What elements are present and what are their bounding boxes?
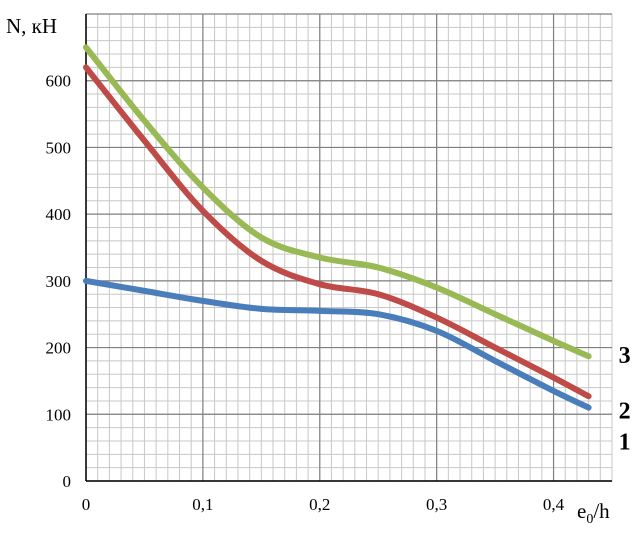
series-lines <box>83 44 592 411</box>
y-tick-label: 500 <box>46 138 72 157</box>
y-tick-label: 200 <box>46 339 72 358</box>
x-axis-label-main: e <box>577 499 586 523</box>
y-tick-label: 0 <box>63 472 72 491</box>
series-line-3 <box>83 44 592 360</box>
x-tick-label: 0,2 <box>309 495 330 514</box>
axes <box>85 14 612 482</box>
series-line-1 <box>83 277 592 411</box>
y-axis-label: N, кН <box>6 14 57 38</box>
grid <box>85 13 613 482</box>
x-tick-label: 0,1 <box>192 495 213 514</box>
tick-labels: 0 0,1 0,2 0,3 0,4 0 100 200 300 400 500 600 <box>46 72 565 514</box>
y-tick-label: 300 <box>46 272 72 291</box>
series-label-1: 1 <box>619 430 631 456</box>
x-tick-label: 0,3 <box>426 495 447 514</box>
series-line-2 <box>83 64 592 400</box>
y-tick-label: 400 <box>46 205 72 224</box>
series-label-2: 2 <box>619 398 631 424</box>
y-tick-label: 100 <box>46 405 72 424</box>
series-label-3: 3 <box>619 343 631 369</box>
series-labels: 1 2 3 <box>619 343 631 455</box>
x-axis-label-subscript: 0 <box>586 512 593 527</box>
x-tick-label: 0 <box>82 495 91 514</box>
y-tick-label: 600 <box>46 72 72 91</box>
x-tick-label: 0,4 <box>543 495 565 514</box>
x-axis-label: e0/h <box>577 499 610 527</box>
x-axis-label-tail: /h <box>593 499 610 523</box>
